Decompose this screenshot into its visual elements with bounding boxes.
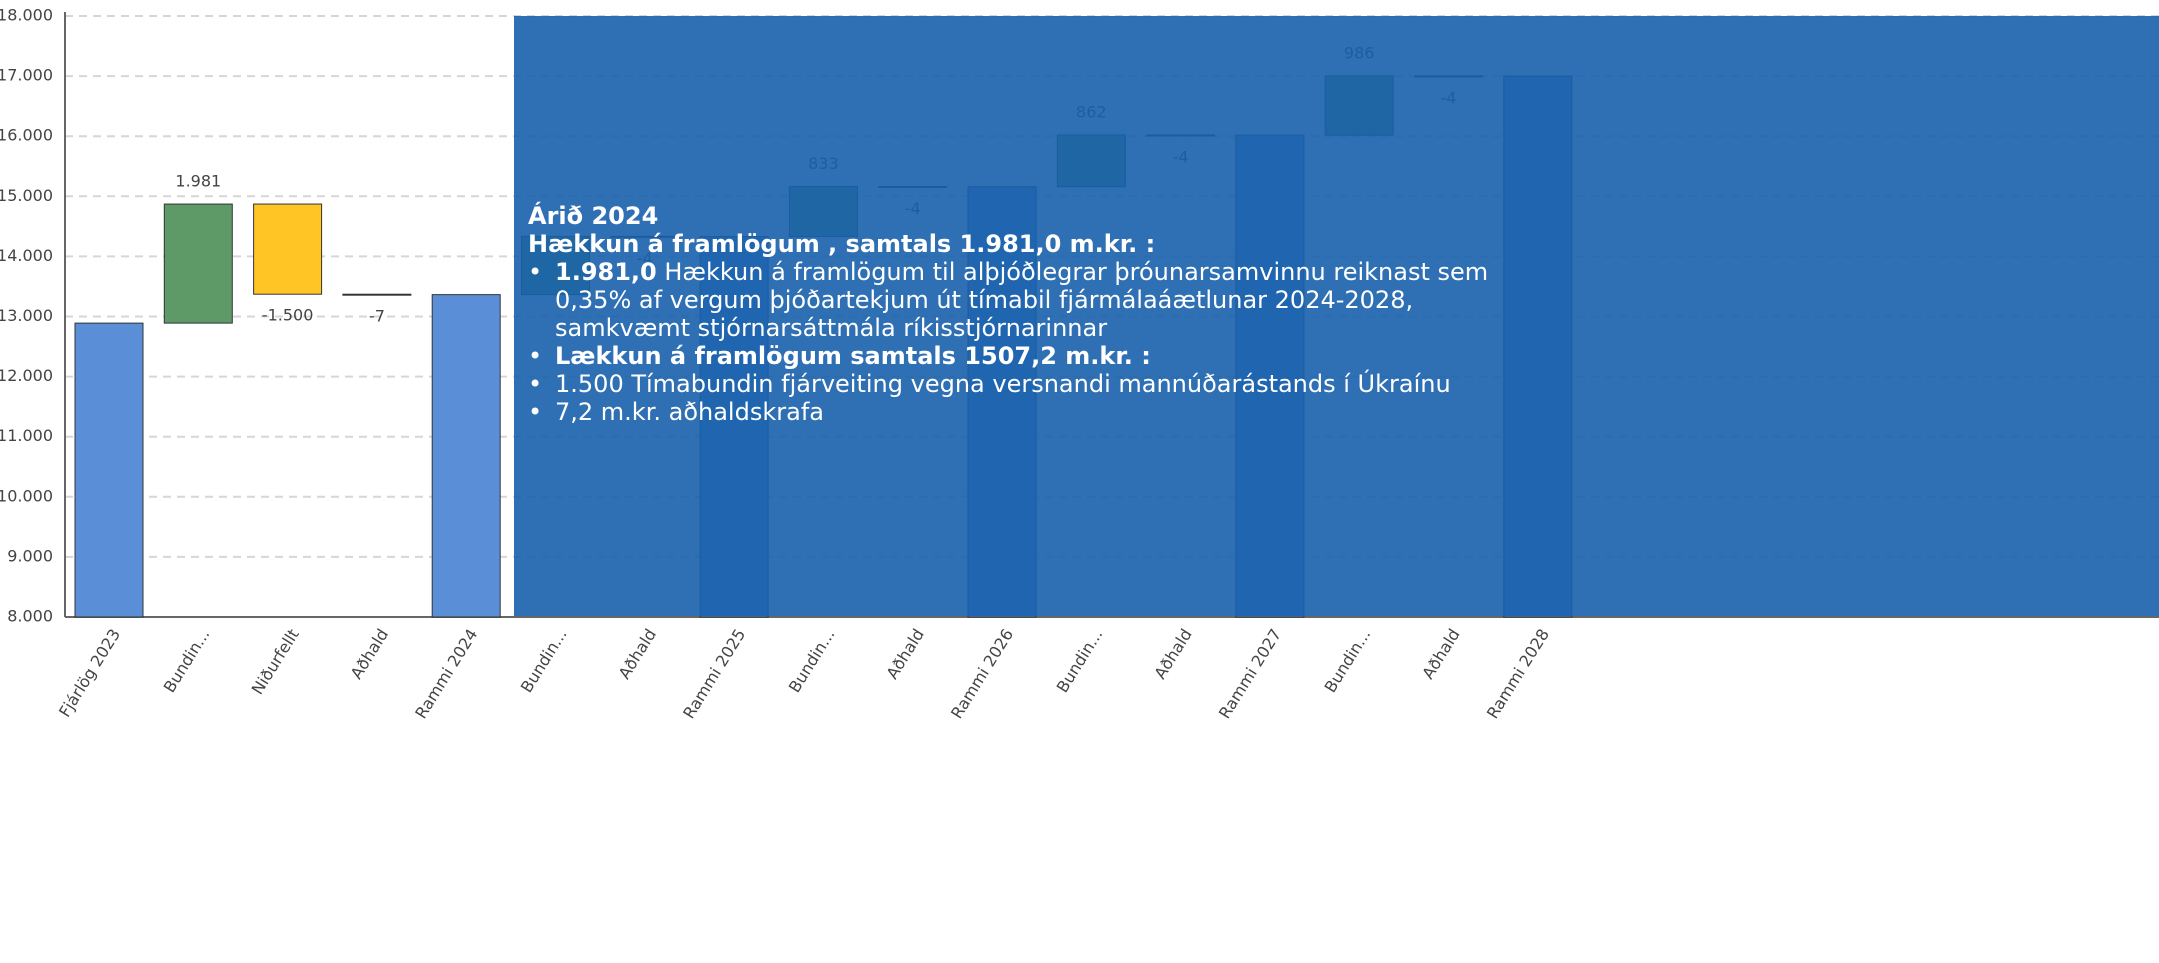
y-tick-label: 11.000 (0, 426, 53, 445)
data-label: -7 (369, 307, 385, 326)
bullet-text: 7,2 m.kr. aðhaldskrafa (555, 398, 824, 426)
tooltip-list: 1.981,0 Hækkun á framlögum til alþjóðleg… (528, 258, 1555, 426)
y-tick-label: 8.000 (7, 607, 53, 626)
y-tick-label: 15.000 (0, 186, 53, 205)
x-tick-label: Aðhald (1150, 625, 1195, 682)
tooltip-title: Árið 2024 (528, 202, 659, 230)
bullet-text: Hækkun á framlögum til alþjóðlegrar þróu… (555, 258, 1489, 342)
y-tick-label: 17.000 (0, 66, 53, 85)
bar (431, 294, 501, 618)
x-tick-label: Bundin... (1053, 625, 1107, 696)
data-label: -1.500 (262, 306, 314, 325)
tooltip-heading: Hækkun á framlögum , samtals 1.981,0 m.k… (528, 230, 1156, 258)
y-tick-label: 10.000 (0, 486, 53, 505)
y-tick-label: 18.000 (0, 6, 53, 25)
y-tick-label: 9.000 (7, 546, 53, 565)
y-tick-label: 14.000 (0, 246, 53, 265)
x-tick-label: Bundin... (160, 625, 214, 696)
x-tick-label: Aðhald (347, 625, 392, 682)
bar (253, 203, 323, 295)
x-tick-label: Aðhald (615, 625, 660, 682)
bullet-bold: 1.981,0 (555, 258, 657, 286)
x-tick-label: Niðurfellt (248, 625, 303, 697)
bar (342, 293, 412, 296)
tooltip-bullet: 7,2 m.kr. aðhaldskrafa (528, 398, 1555, 426)
x-tick-label: Rammi 2027 (1215, 625, 1285, 722)
x-tick-label: Rammi 2024 (411, 625, 481, 722)
y-tick-label: 12.000 (0, 366, 53, 385)
tooltip-bullet: Lækkun á framlögum samtals 1507,2 m.kr. … (528, 342, 1555, 370)
x-tick-label: Aðhald (883, 625, 928, 682)
bullet-bold: Lækkun á framlögum samtals 1507,2 m.kr. … (555, 342, 1151, 370)
tooltip: Árið 2024 Hækkun á framlögum , samtals 1… (514, 16, 2159, 616)
bullet-text: 1.500 Tímabundin fjárveiting vegna versn… (555, 370, 1451, 398)
x-tick-label: Bundin... (785, 625, 839, 696)
data-label: 1.981 (175, 172, 221, 191)
x-tick-label: Rammi 2025 (679, 625, 749, 722)
x-tick-label: Bundin... (517, 625, 571, 696)
x-tick-label: Rammi 2028 (1483, 625, 1553, 722)
tooltip-bullet: 1.981,0 Hækkun á framlögum til alþjóðleg… (528, 258, 1555, 342)
bar (74, 322, 144, 618)
y-tick-label: 16.000 (0, 126, 53, 145)
x-tick-label: Aðhald (1418, 625, 1463, 682)
bar (163, 203, 233, 324)
x-tick-label: Rammi 2026 (947, 625, 1017, 722)
x-tick-label: Fjárlög 2023 (55, 625, 124, 720)
tooltip-bullet: 1.500 Tímabundin fjárveiting vegna versn… (528, 370, 1555, 398)
y-tick-label: 13.000 (0, 306, 53, 325)
x-tick-label: Bundin... (1321, 625, 1375, 696)
